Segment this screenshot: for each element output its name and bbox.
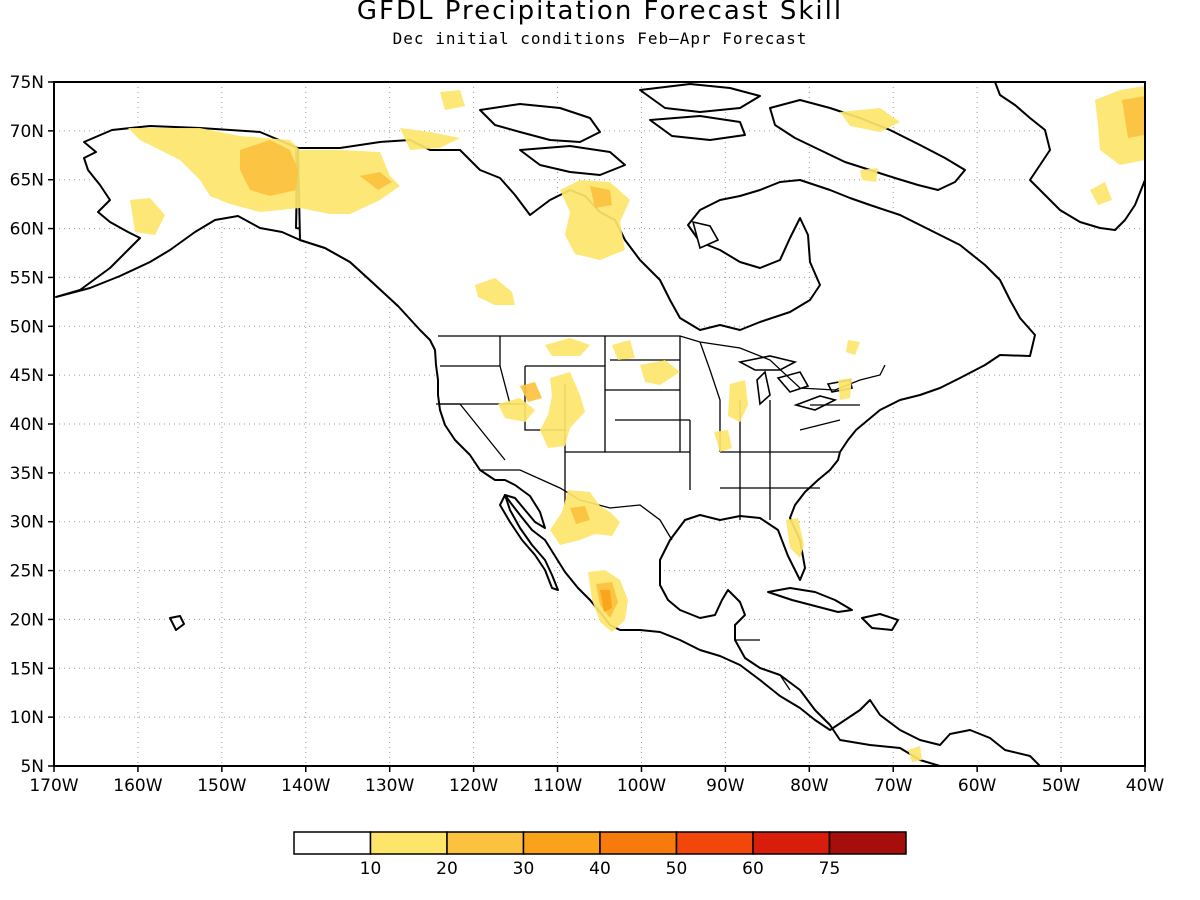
skill-region [640, 360, 680, 385]
skill-region [1122, 96, 1145, 138]
colorbar-swatch [293, 831, 372, 855]
lon-tick-label: 160W [113, 776, 162, 796]
lat-tick-label: 55N [10, 268, 44, 288]
colorbar-swatch [675, 831, 754, 855]
skill-region [846, 340, 860, 355]
skill-region [714, 430, 732, 452]
arctic-islands-west [479, 103, 601, 143]
skill-region [520, 382, 542, 402]
skill-region [838, 378, 852, 400]
colorbar: 10 20 30 40 50 60 75 [293, 831, 907, 879]
map-title: GFDL Precipitation Forecast Skill [356, 0, 844, 26]
lon-tick-label: 130W [365, 776, 414, 796]
skill-region [600, 590, 612, 612]
lon-tick-label: 140W [281, 776, 330, 796]
skill-region [475, 278, 515, 305]
devon-island [649, 115, 746, 141]
skill-region [240, 140, 298, 196]
colorbar-label: 10 [360, 859, 382, 879]
hawaii [169, 615, 185, 631]
victoria-island [519, 145, 626, 176]
skill-region [612, 340, 635, 360]
lon-tick-label: 170W [29, 776, 78, 796]
lat-tick-label: 50N [10, 317, 44, 337]
axis-labels: 170W 160W 150W 140W 130W 120W 110W 100W 90W 80W 70… [10, 73, 1165, 796]
lon-tick-label: 80W [790, 776, 829, 796]
colorbar-label: 30 [513, 859, 535, 879]
colorbar-swatch [446, 831, 525, 855]
skill-region [540, 372, 585, 448]
cuba [767, 587, 853, 613]
skill-region [498, 398, 535, 422]
lat-tick-label: 40N [10, 415, 44, 435]
skill-region [440, 90, 465, 110]
lat-tick-label: 75N [10, 73, 44, 93]
colorbar-label: 50 [666, 859, 688, 879]
colorbar-label: 75 [819, 859, 841, 879]
skill-region [908, 746, 922, 762]
skill-region [560, 180, 630, 260]
lon-tick-label: 40W [1126, 776, 1165, 796]
lat-tick-label: 25N [10, 562, 44, 582]
lon-tick-label: 120W [449, 776, 498, 796]
lon-tick-label: 150W [197, 776, 246, 796]
colorbar-label: 20 [436, 859, 458, 879]
skill-region [360, 172, 392, 190]
colorbar-swatch [752, 831, 831, 855]
lat-tick-label: 10N [10, 708, 44, 728]
lon-tick-label: 50W [1042, 776, 1081, 796]
lon-tick-label: 100W [617, 776, 666, 796]
lat-tick-label: 65N [10, 171, 44, 191]
ellesmere-island [639, 83, 761, 113]
baja-california [499, 494, 559, 591]
skill-region [570, 506, 590, 524]
skill-region [545, 338, 590, 356]
lat-tick-label: 70N [10, 122, 44, 142]
lon-tick-label: 110W [533, 776, 582, 796]
lat-tick-label: 35N [10, 464, 44, 484]
skill-region [590, 186, 612, 208]
north-america-mainland [297, 139, 1041, 766]
hispaniola [861, 613, 899, 631]
lat-tick-label: 20N [10, 610, 44, 630]
skill-region [728, 380, 748, 422]
lat-tick-label: 15N [10, 659, 44, 679]
skill-region [840, 108, 900, 132]
colorbar-swatch [828, 831, 907, 855]
colorbar-swatch [599, 831, 678, 855]
lat-tick-label: 60N [10, 220, 44, 240]
skill-shading [128, 86, 1145, 762]
lon-tick-label: 60W [958, 776, 997, 796]
lon-tick-label: 70W [874, 776, 913, 796]
lat-tick-label: 30N [10, 513, 44, 533]
skill-region [786, 518, 804, 558]
skill-region [860, 168, 878, 182]
map-subtitle: Dec initial conditions Feb–Apr Forecast [392, 29, 808, 48]
skill-region [1090, 182, 1112, 205]
skill-region [400, 128, 460, 150]
lat-tick-label: 45N [10, 366, 44, 386]
lat-tick-label: 5N [20, 757, 44, 777]
lon-tick-label: 90W [706, 776, 745, 796]
colorbar-swatch [522, 831, 601, 855]
skill-region [130, 198, 165, 235]
colorbar-label: 40 [589, 859, 611, 879]
colorbar-label: 60 [742, 859, 764, 879]
colorbar-swatch [369, 831, 448, 855]
